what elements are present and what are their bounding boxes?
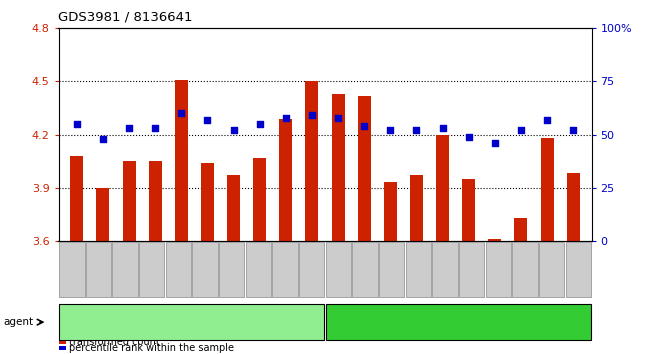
Point (72, 121, 82, 127)
Text: GSM801198: GSM801198 (69, 250, 75, 290)
Text: GSM801209: GSM801209 (202, 250, 208, 290)
Bar (246, 242, 271, 297)
Bar (486, 242, 511, 297)
Text: GSM801199: GSM801199 (335, 250, 341, 290)
Text: GSM801214: GSM801214 (549, 250, 554, 290)
Text: GSM801211: GSM801211 (495, 250, 501, 290)
Bar (192, 242, 218, 297)
Bar (96, 188, 109, 241)
Bar (280, 119, 292, 241)
Bar (58, 346, 66, 350)
Bar (59, 304, 324, 340)
Point (359, 123, 369, 129)
Bar (352, 242, 378, 297)
Point (281, 115, 291, 120)
Bar (384, 182, 397, 241)
Bar (379, 242, 404, 297)
Text: resveratrol: resveratrol (161, 317, 222, 327)
Bar (201, 163, 214, 241)
Bar (358, 96, 370, 241)
Bar (332, 94, 344, 241)
Bar (149, 161, 162, 241)
Bar (512, 242, 538, 297)
Text: GSM801208: GSM801208 (469, 250, 474, 290)
Text: percentile rank within the sample: percentile rank within the sample (69, 343, 234, 353)
Point (150, 125, 161, 131)
Text: GSM801206: GSM801206 (442, 250, 448, 290)
Bar (219, 242, 244, 297)
Bar (539, 242, 564, 297)
Point (307, 113, 317, 118)
Text: GSM801215: GSM801215 (282, 250, 288, 290)
Bar (462, 179, 475, 241)
Text: GSM801216: GSM801216 (575, 250, 581, 290)
Bar (139, 242, 164, 297)
Point (463, 134, 474, 139)
Text: GSM801205: GSM801205 (149, 250, 155, 290)
Point (98, 136, 108, 142)
Text: GSM801210: GSM801210 (229, 250, 235, 290)
Bar (410, 175, 423, 241)
Point (176, 110, 187, 116)
Text: GSM801212: GSM801212 (522, 250, 528, 290)
Bar (566, 242, 591, 297)
Text: GSM801201: GSM801201 (362, 250, 368, 290)
Bar (436, 135, 449, 241)
Point (489, 140, 500, 146)
Text: GSM801202: GSM801202 (389, 250, 395, 290)
Point (411, 127, 422, 133)
Point (333, 115, 343, 120)
Bar (70, 156, 83, 241)
Bar (406, 242, 431, 297)
Text: agent: agent (3, 317, 33, 327)
Point (542, 117, 552, 122)
Bar (488, 239, 501, 241)
Point (385, 127, 395, 133)
Bar (122, 161, 136, 241)
Text: GSM801204: GSM801204 (415, 250, 421, 290)
Bar (326, 304, 591, 340)
Bar (306, 81, 318, 241)
Bar (227, 175, 240, 241)
Bar (432, 242, 458, 297)
Bar (326, 242, 351, 297)
Point (437, 125, 448, 131)
Bar (59, 242, 84, 297)
Bar (567, 173, 580, 241)
Text: transformed count: transformed count (69, 337, 160, 347)
Bar (459, 242, 484, 297)
Bar (58, 340, 66, 344)
Bar (272, 242, 298, 297)
Bar (86, 242, 111, 297)
Bar (253, 158, 266, 241)
Point (202, 117, 213, 122)
Text: control: control (439, 317, 478, 327)
Text: GSM801217: GSM801217 (309, 250, 315, 290)
Text: GDS3981 / 8136641: GDS3981 / 8136641 (58, 11, 193, 24)
Text: GSM801213: GSM801213 (255, 250, 261, 290)
Point (124, 125, 135, 131)
Point (255, 121, 265, 127)
Text: GSM801203: GSM801203 (122, 250, 128, 290)
Point (228, 127, 239, 133)
Text: GSM801207: GSM801207 (176, 250, 181, 290)
Bar (112, 242, 138, 297)
Bar (175, 80, 188, 241)
Bar (541, 138, 554, 241)
Point (515, 127, 526, 133)
Bar (299, 242, 324, 297)
Point (568, 127, 578, 133)
Bar (166, 242, 191, 297)
Bar (514, 218, 528, 241)
Text: GSM801200: GSM801200 (96, 250, 101, 290)
